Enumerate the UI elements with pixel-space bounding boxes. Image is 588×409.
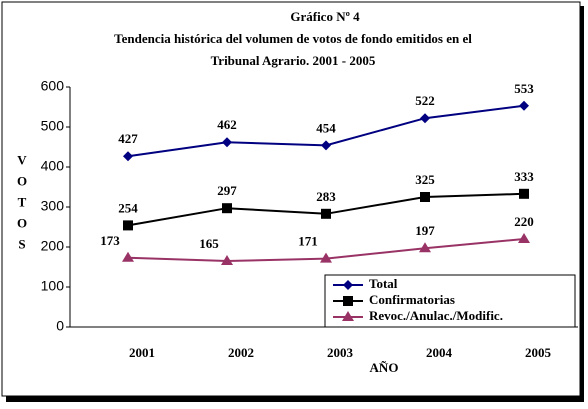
frame [1,1,581,397]
y-tick-label: 400 [41,158,65,174]
data-label: 462 [217,117,237,132]
marker [420,192,430,202]
legend-box [324,274,576,328]
y-axis-label: VOTOS [15,153,30,258]
data-label: 325 [415,172,435,187]
marker [519,100,529,111]
x-tick-label: 2005 [525,345,552,360]
legend-label: Revoc./Anulac./Modific. [369,308,503,323]
marker [419,242,431,253]
marker [518,233,530,243]
x-axis-label: AÑO [370,360,399,375]
marker [123,220,133,231]
data-label: 283 [316,189,336,204]
x-tick-label: 2001 [129,345,155,360]
marker [123,151,133,162]
data-label: 297 [217,183,237,198]
marker [321,208,331,219]
data-label: 220 [514,214,534,229]
legend-label: Confirmatorias [369,292,455,307]
marker [222,137,232,148]
data-label: 333 [514,169,534,184]
legend-marker [342,311,354,321]
marker [221,255,233,265]
data-label: 454 [316,120,336,135]
legend-marker [343,280,353,290]
y-tick-label: 600 [41,78,65,94]
data-label: 197 [415,223,435,238]
data-label: 254 [118,200,138,215]
marker [320,252,332,263]
marker [122,251,134,262]
data-label: 553 [514,81,534,96]
chart-title: Gráfico Nº 4 [290,9,360,24]
marker [420,113,430,124]
data-label: 165 [199,236,219,251]
y-tick-label: 300 [41,198,65,214]
chart-title: Tribunal Agrario. 2001 - 2005 [211,53,376,68]
data-label: 522 [415,93,435,108]
x-tick-label: 2004 [426,345,453,360]
x-tick-label: 2002 [228,345,254,360]
marker [321,140,331,151]
chart-title: Tendencia histórica del volumen de votos… [114,31,472,46]
data-label: 171 [298,234,318,249]
y-tick-label: 500 [41,118,65,134]
x-tick-label: 2003 [327,345,354,360]
data-label: 173 [100,233,120,248]
y-tick-label: 100 [41,278,65,294]
y-tick-label: 0 [56,318,64,334]
marker [222,203,232,214]
legend-label: Total [369,276,398,291]
data-label: 427 [118,131,138,146]
marker [519,188,529,199]
y-tick-label: 200 [41,238,65,254]
legend-marker [343,296,353,306]
